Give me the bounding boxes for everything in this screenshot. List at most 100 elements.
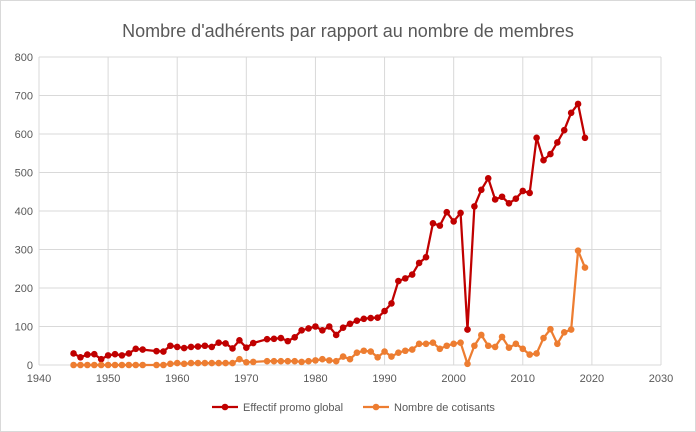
legend-marker	[221, 403, 229, 411]
data-point	[153, 347, 160, 355]
data-point	[277, 334, 285, 342]
x-axis-tick-labels: 1940 1950 1960 1970 1980 1990 2000 2010 2020 2030	[27, 373, 673, 385]
data-point	[526, 189, 533, 197]
data-point	[173, 359, 181, 367]
data-point	[388, 353, 395, 360]
data-point	[77, 361, 84, 369]
data-point	[305, 357, 312, 365]
data-point	[305, 325, 312, 332]
series-2	[70, 247, 589, 369]
data-point	[139, 346, 146, 353]
x-tick-label: 1990	[372, 373, 396, 385]
data-point	[125, 350, 133, 357]
y-tick-label: 0	[27, 360, 33, 372]
data-point	[471, 203, 478, 210]
data-point	[547, 150, 554, 158]
data-point	[97, 361, 105, 369]
data-point	[194, 343, 202, 350]
legend-item-2: Nombre de cotisants	[363, 402, 495, 414]
data-point	[298, 358, 305, 366]
x-tick-label: 1960	[165, 373, 189, 385]
y-tick-label: 800	[15, 52, 33, 64]
data-point	[332, 331, 340, 339]
data-point	[540, 156, 547, 164]
data-point	[395, 277, 402, 285]
data-point	[160, 361, 167, 369]
data-point	[173, 343, 181, 351]
data-point	[457, 209, 464, 217]
data-point	[284, 357, 292, 365]
data-point	[505, 200, 513, 207]
data-point	[208, 359, 216, 367]
data-point	[118, 361, 126, 369]
data-point	[533, 350, 540, 357]
data-point	[125, 361, 133, 369]
data-point	[84, 351, 91, 358]
data-point	[526, 351, 533, 358]
data-point	[547, 325, 554, 333]
data-point	[194, 359, 202, 367]
data-point	[498, 193, 506, 201]
data-point	[450, 340, 457, 348]
data-point	[422, 253, 430, 261]
data-point	[249, 339, 257, 347]
data-point	[243, 359, 250, 366]
data-point	[464, 360, 471, 368]
legend-label: Effectif promo global	[243, 402, 343, 414]
data-point	[450, 218, 457, 225]
data-point	[229, 345, 236, 352]
data-point	[263, 335, 271, 343]
data-point	[236, 355, 243, 363]
data-point	[208, 343, 216, 351]
data-point	[104, 361, 112, 369]
data-point	[263, 357, 271, 365]
data-point	[554, 340, 561, 348]
data-point	[187, 343, 195, 351]
data-point	[374, 314, 381, 321]
data-point	[180, 360, 188, 368]
series-layer	[70, 100, 589, 369]
data-point	[90, 350, 98, 358]
data-point	[519, 345, 527, 353]
y-tick-label: 200	[15, 283, 33, 295]
data-point	[84, 361, 91, 369]
data-point	[104, 352, 112, 359]
data-point	[422, 340, 430, 348]
data-point	[118, 352, 126, 359]
data-point	[540, 334, 547, 342]
x-tick-label: 1970	[234, 373, 258, 385]
data-point	[381, 307, 388, 315]
data-point	[464, 326, 471, 333]
data-point	[132, 345, 140, 353]
data-point	[567, 109, 575, 117]
data-point	[478, 186, 485, 194]
series-1	[70, 100, 589, 363]
data-point	[581, 134, 589, 142]
y-tick-label: 500	[15, 168, 33, 180]
data-point	[291, 357, 299, 365]
data-point	[443, 208, 451, 216]
data-point	[312, 323, 319, 330]
data-point	[284, 337, 292, 345]
data-point	[408, 346, 416, 353]
y-tick-label: 600	[15, 129, 33, 141]
series-line	[73, 102, 587, 361]
data-point	[167, 360, 174, 368]
data-point	[222, 359, 229, 367]
data-point	[332, 357, 340, 365]
data-point	[512, 195, 520, 202]
data-point	[319, 355, 326, 363]
data-point	[229, 359, 236, 367]
data-point	[560, 328, 568, 336]
data-point	[491, 343, 499, 351]
data-point	[381, 348, 388, 355]
data-point	[512, 340, 520, 348]
data-point	[554, 139, 561, 146]
data-point	[574, 100, 582, 108]
data-point	[270, 335, 278, 343]
data-point	[498, 333, 506, 341]
data-point	[436, 345, 444, 353]
data-point	[353, 317, 361, 325]
x-tick-label: 1940	[27, 373, 51, 385]
data-point	[111, 361, 119, 369]
